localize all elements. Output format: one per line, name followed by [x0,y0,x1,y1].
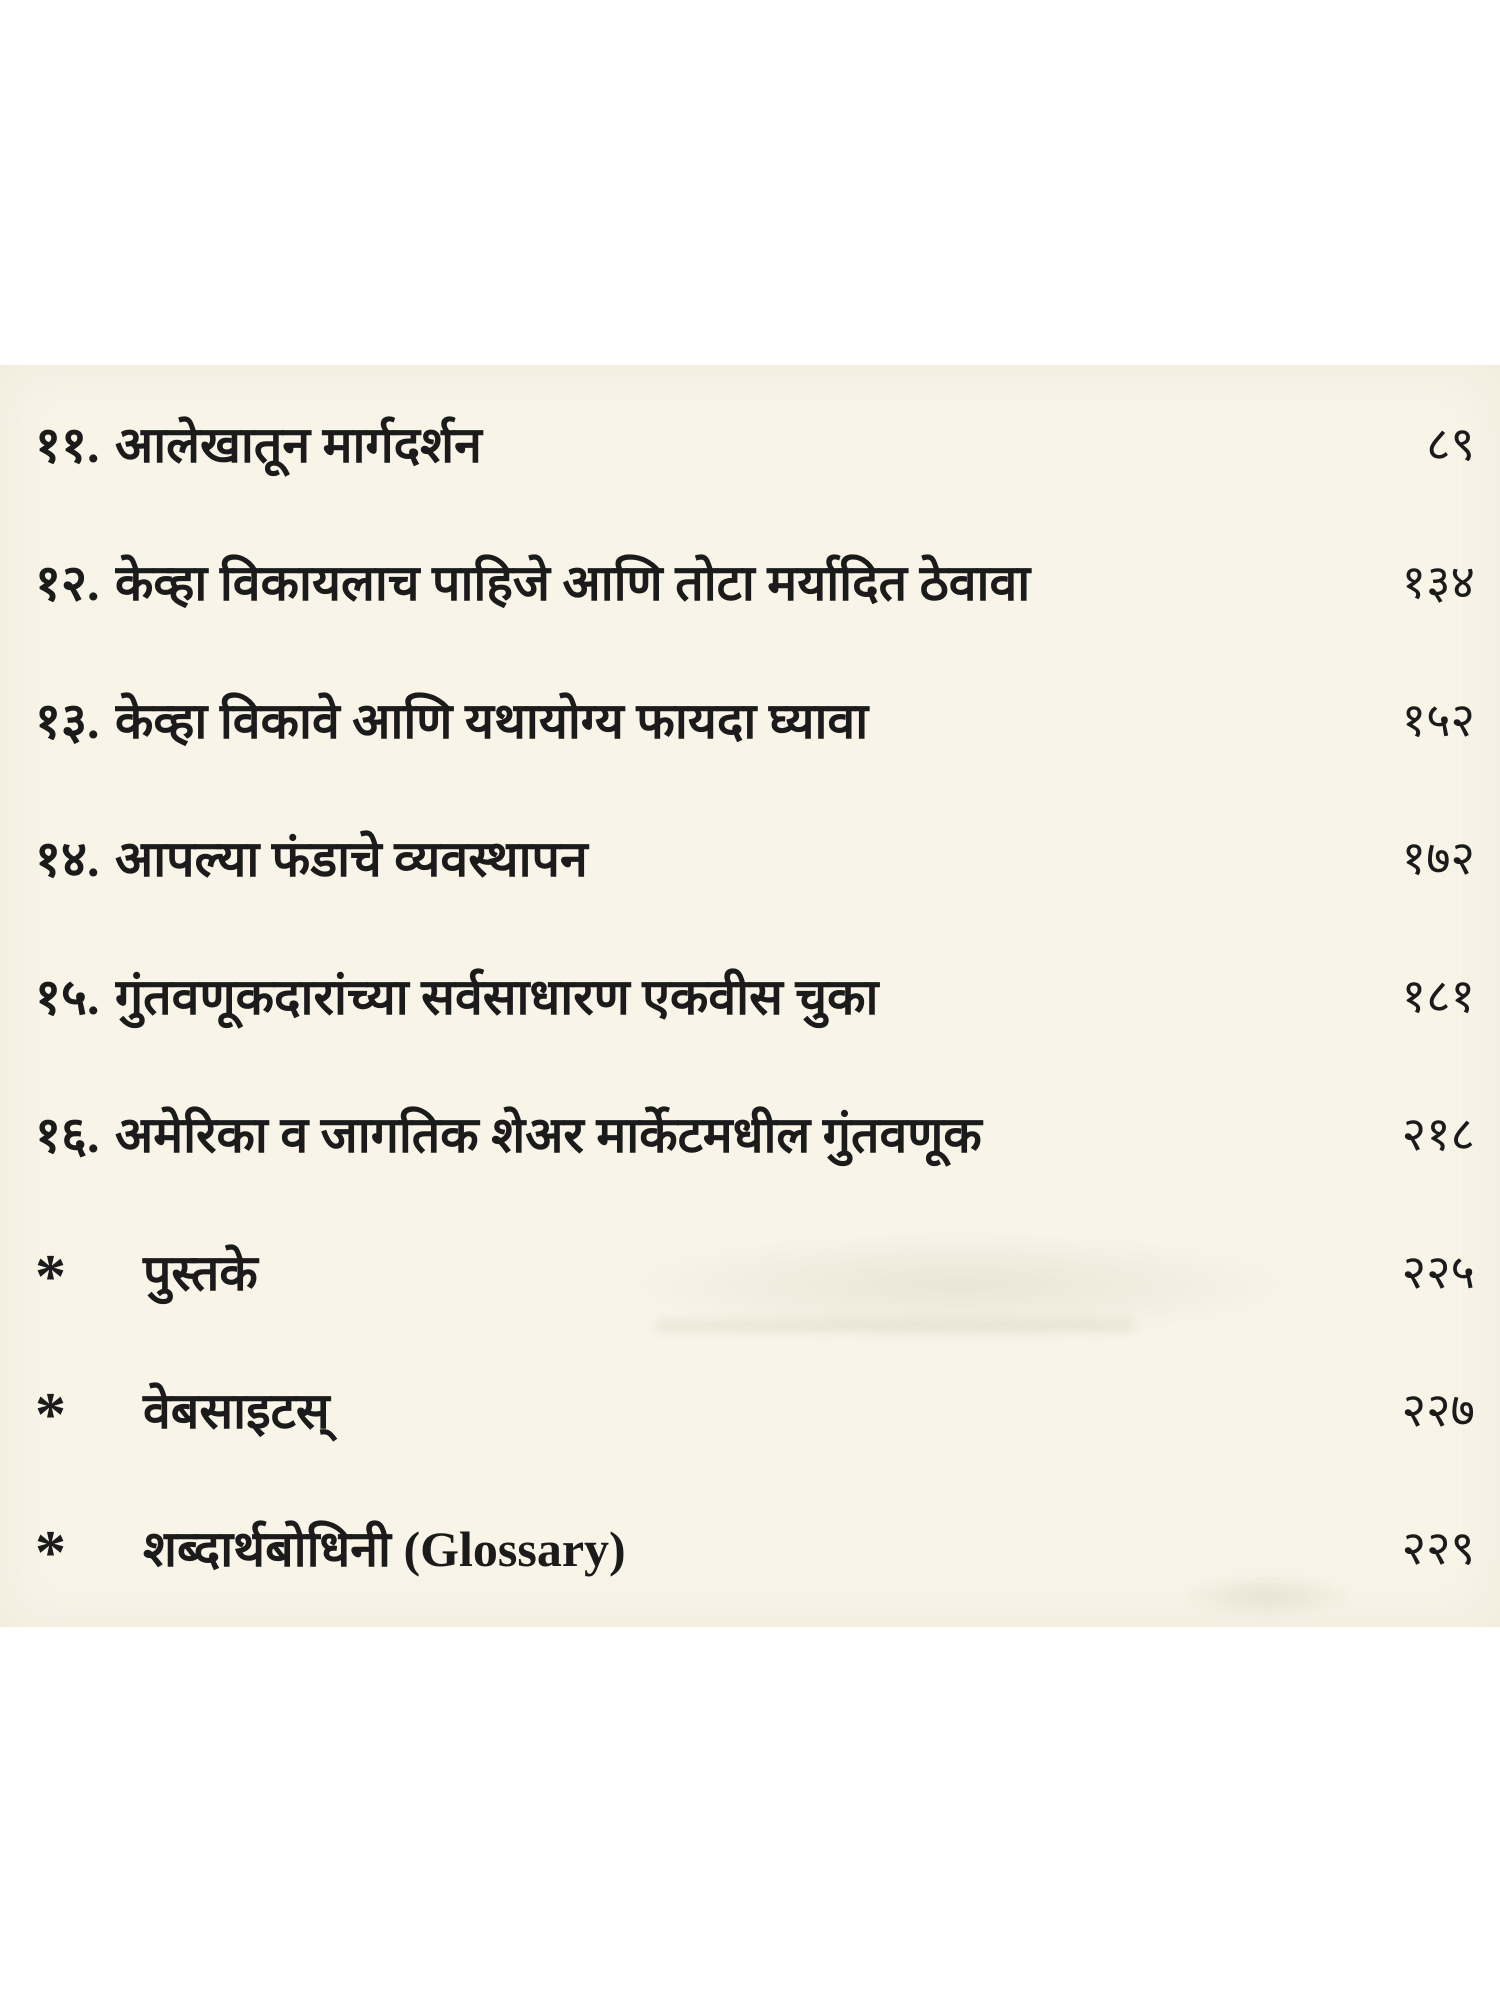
toc-item-marker: * [35,1381,66,1449]
toc-item-page-number: १८१ [1401,971,1475,1023]
toc-item-page-number: २२७ [1401,1385,1475,1437]
toc-list: ११. आलेखातून मार्गदर्शन ८९ १२. केव्हा वि… [0,365,1500,1585]
toc-item-page-number: २२९ [1401,1523,1475,1575]
toc-item-title: वेबसाइटस् [143,1383,330,1439]
toc-item-marker: १५. [35,969,100,1025]
toc-row: * पुस्तके २२५ [0,1237,1500,1309]
toc-row: * शब्दार्थबोधिनी (Glossary) २२९ [0,1513,1500,1585]
toc-item-page-number: २२५ [1401,1247,1475,1299]
toc-item-marker: १४. [35,831,100,887]
toc-item-marker: १२. [35,555,100,611]
toc-row: १२. केव्हा विकायलाच पाहिजे आणि तोटा मर्य… [0,547,1500,619]
toc-item-page-number: २१८ [1401,1109,1475,1161]
toc-item-page-number: ८९ [1426,419,1475,471]
toc-item-marker: १३. [35,693,100,749]
toc-row: १५. गुंतवणूकदारांच्या सर्वसाधारण एकवीस च… [0,961,1500,1033]
toc-item-title: पुस्तके [143,1245,258,1301]
toc-row: १४. आपल्या फंडाचे व्यवस्थापन १७२ [0,823,1500,895]
toc-row: ११. आलेखातून मार्गदर्शन ८९ [0,409,1500,481]
toc-item-marker: १६. [35,1107,100,1163]
book-page: ११. आलेखातून मार्गदर्शन ८९ १२. केव्हा वि… [0,365,1500,1627]
toc-item-page-number: १३४ [1401,557,1475,609]
toc-item-marker: * [35,1519,66,1587]
toc-item-title: केव्हा विकावे आणि यथायोग्य फायदा घ्यावा [115,693,869,749]
toc-item-title: शब्दार्थबोधिनी (Glossary) [143,1521,626,1577]
toc-item-marker: * [35,1243,66,1311]
toc-row: १३. केव्हा विकावे आणि यथायोग्य फायदा घ्य… [0,685,1500,757]
toc-item-page-number: १५२ [1401,695,1475,747]
toc-row: * वेबसाइटस् २२७ [0,1375,1500,1447]
toc-item-title: केव्हा विकायलाच पाहिजे आणि तोटा मर्यादित… [115,555,1031,611]
toc-item-title: अमेरिका व जागतिक शेअर मार्केटमधील गुंतवण… [115,1107,982,1163]
toc-item-title: गुंतवणूकदारांच्या सर्वसाधारण एकवीस चुका [115,969,879,1025]
toc-item-page-number: १७२ [1401,833,1475,885]
toc-item-title: आलेखातून मार्गदर्शन [115,417,482,473]
toc-item-marker: ११. [35,417,100,473]
toc-item-title: आपल्या फंडाचे व्यवस्थापन [115,831,588,887]
toc-row: १६. अमेरिका व जागतिक शेअर मार्केटमधील गु… [0,1099,1500,1171]
